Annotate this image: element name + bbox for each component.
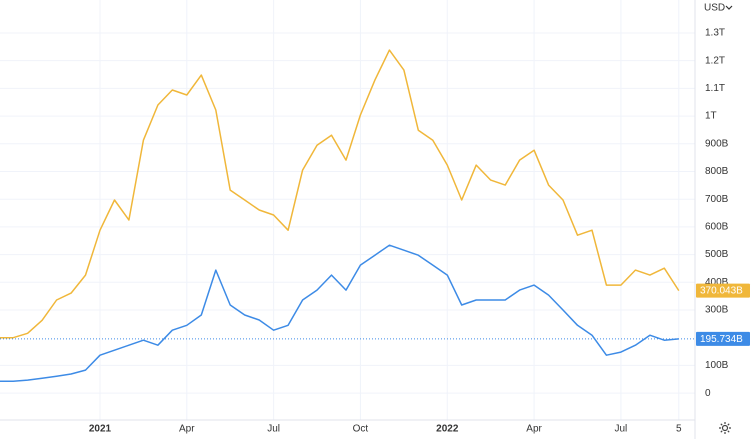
- last-value-label: 370.043B: [700, 286, 743, 297]
- y-tick-label: 100B: [705, 360, 729, 371]
- x-tick-label: Jul: [615, 424, 628, 435]
- y-tick-label: 400B: [705, 277, 729, 288]
- y-tick-label: 1.3T: [705, 28, 725, 39]
- line-series: [0, 49, 680, 339]
- x-tick-label: Apr: [179, 424, 195, 435]
- x-tick-label: 2022: [436, 424, 459, 435]
- y-tick-label: 600B: [705, 222, 729, 233]
- currency-caret[interactable]: [725, 5, 733, 10]
- line-series: [0, 244, 679, 382]
- x-tick-label: Apr: [526, 424, 542, 435]
- x-tick-label: 5: [676, 424, 682, 435]
- last-value-label: 195.734B: [700, 334, 743, 345]
- y-tick-label: 1T: [705, 111, 717, 122]
- x-tick-label: Oct: [353, 424, 369, 435]
- last-value-box: [696, 331, 750, 346]
- currency-label[interactable]: USD: [704, 3, 725, 14]
- y-tick-label: 1.2T: [705, 55, 725, 66]
- y-tick-label: 500B: [705, 249, 729, 260]
- settings-icon[interactable]: [719, 422, 731, 434]
- y-tick-label: 1.1T: [705, 83, 725, 94]
- y-tick-label: 0: [705, 388, 711, 399]
- grid: [0, 0, 695, 420]
- y-tick-label: 700B: [705, 194, 729, 205]
- last-value-box: [696, 283, 750, 298]
- y-tick-label: 800B: [705, 166, 729, 177]
- y-tick-label: 300B: [705, 305, 729, 316]
- y-tick-label: 900B: [705, 138, 729, 149]
- x-tick-label: Jul: [267, 424, 280, 435]
- x-tick-label: 2021: [89, 424, 112, 435]
